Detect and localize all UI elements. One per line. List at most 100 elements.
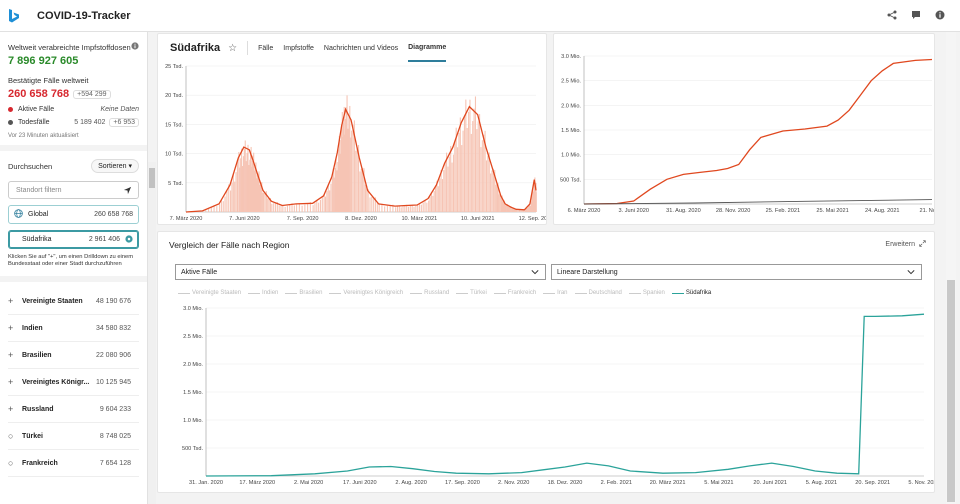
main-scrollbar[interactable] [946,32,956,504]
daily-bar [472,121,474,212]
legend-item[interactable]: Iran [543,290,568,296]
daily-bar [202,210,204,212]
daily-bar [234,181,236,212]
daily-bar [511,208,513,212]
info-icon[interactable] [131,42,139,52]
legend-item[interactable]: Russland [410,290,449,296]
region-item[interactable]: + Russland 9 604 233 [8,396,139,423]
y-tick-label: 15 Tsd. [165,122,183,128]
selected-region-button[interactable]: Südafrika 2 961 406 [8,230,139,249]
daily-bar [529,205,532,212]
sidebar-scrollbar[interactable] [148,162,156,504]
daily-bar [417,205,419,212]
daily-bar [216,206,218,212]
location-filter-input[interactable]: Standort filtern [8,181,139,199]
daily-bar [324,196,327,212]
favorite-star-icon[interactable]: ☆ [228,42,238,54]
legend-item[interactable]: Frankreich [493,290,536,296]
daily-bar [444,162,446,212]
expand-plus-icon[interactable]: + [8,323,14,333]
metric-select-value: Aktive Fälle [181,268,218,276]
share-icon[interactable] [886,9,898,21]
deaths-value: 5 189 402 [74,119,106,126]
scale-select[interactable]: Lineare Darstellung [551,264,922,280]
daily-bar [348,117,350,212]
daily-bar [389,205,391,212]
info-icon[interactable] [934,9,946,21]
daily-bar [257,173,259,212]
sort-label: Sortieren [98,163,127,170]
region-item[interactable]: + Vereinigtes Königr... 10 125 945 [8,369,139,396]
legend-label: Spanien [642,290,665,296]
tab-faelle[interactable]: Fälle [258,44,274,52]
daily-bar [343,106,345,212]
daily-bar [276,202,278,212]
x-tick-label: 20. Sep. 2021 [855,480,890,486]
daily-bar [508,206,510,212]
bing-logo-icon[interactable] [7,8,21,24]
daily-bar [213,205,215,212]
daily-bar [454,141,456,212]
tab-nachrichten[interactable]: Nachrichten und Videos [323,44,399,52]
legend-item[interactable]: Brasilien [285,290,322,296]
legend-label: Brasilien [299,290,323,296]
daily-bar [349,105,351,212]
daily-bar [512,207,514,212]
tab-impfstoffe[interactable]: Impfstoffe [283,44,314,52]
daily-bar [409,205,411,212]
region-item[interactable]: + Brasilien 22 080 906 [8,342,139,369]
legend-label: Iran [557,290,568,296]
daily-bar [481,140,483,212]
daily-bar [309,202,311,212]
y-tick-label: 500 Tsd. [560,177,581,183]
expand-plus-icon[interactable]: + [8,404,14,414]
legend-item[interactable]: Vereinigtes Königreich [329,290,403,296]
expand-plus-icon[interactable]: + [8,377,14,387]
daily-bar [479,114,481,212]
legend-label: Indien [262,290,279,296]
daily-bar [459,117,461,212]
region-item[interactable]: ○ Türkei 8 748 025 [8,423,139,450]
daily-bar [269,197,272,212]
legend-item[interactable]: Spanien [628,290,665,296]
active-dot-icon [8,107,13,112]
expand-plus-icon[interactable]: + [8,350,14,360]
feedback-icon[interactable] [910,9,922,21]
daily-bar [450,145,452,212]
global-button[interactable]: Global 260 658 768 [8,205,139,224]
legend-item[interactable]: Indien [248,290,278,296]
daily-bar [241,166,244,212]
region-item[interactable]: ○ Frankreich 7 654 128 [8,450,139,477]
legend-item[interactable]: Deutschland [574,290,622,296]
daily-bar [528,206,530,212]
x-tick-label: 31. Aug. 2020 [666,208,701,214]
sort-button[interactable]: Sortieren ▾ [91,159,139,173]
selected-check-icon [125,234,133,245]
daily-bar [226,190,228,212]
daily-bar [330,183,332,212]
tab-diagramme[interactable]: Diagramme [408,34,447,62]
legend-item[interactable]: Türkei [456,290,487,296]
daily-bar [245,161,247,212]
daily-bar [398,205,400,212]
x-tick-label: 8. Dez. 2020 [345,216,377,222]
expand-plus-icon[interactable]: + [8,296,14,306]
legend-item[interactable]: Vereinigte Staaten [178,290,241,296]
x-tick-label: 5. Nov. 2021 [908,480,935,486]
y-tick-label: 3.0 Mio. [183,306,203,312]
legend-item[interactable]: Südafrika [671,290,711,296]
vaccine-value: 7 896 927 605 [8,55,79,67]
daily-bar [205,210,207,212]
x-tick-label: 25. Feb. 2021 [766,208,801,214]
main-scrollbar-thumb[interactable] [947,280,955,502]
locate-icon[interactable] [123,186,132,197]
sidebar-scrollbar-thumb[interactable] [149,168,155,188]
metric-select[interactable]: Aktive Fälle [175,264,546,280]
region-item[interactable]: + Indien 34 580 832 [8,315,139,342]
daily-bar [428,200,430,212]
daily-bar [341,124,343,212]
region-item[interactable]: + Vereinigte Staaten 48 190 676 [8,288,139,315]
daily-bar [224,196,226,212]
daily-bar [462,130,464,212]
expand-button[interactable]: Erweitern [885,240,926,249]
